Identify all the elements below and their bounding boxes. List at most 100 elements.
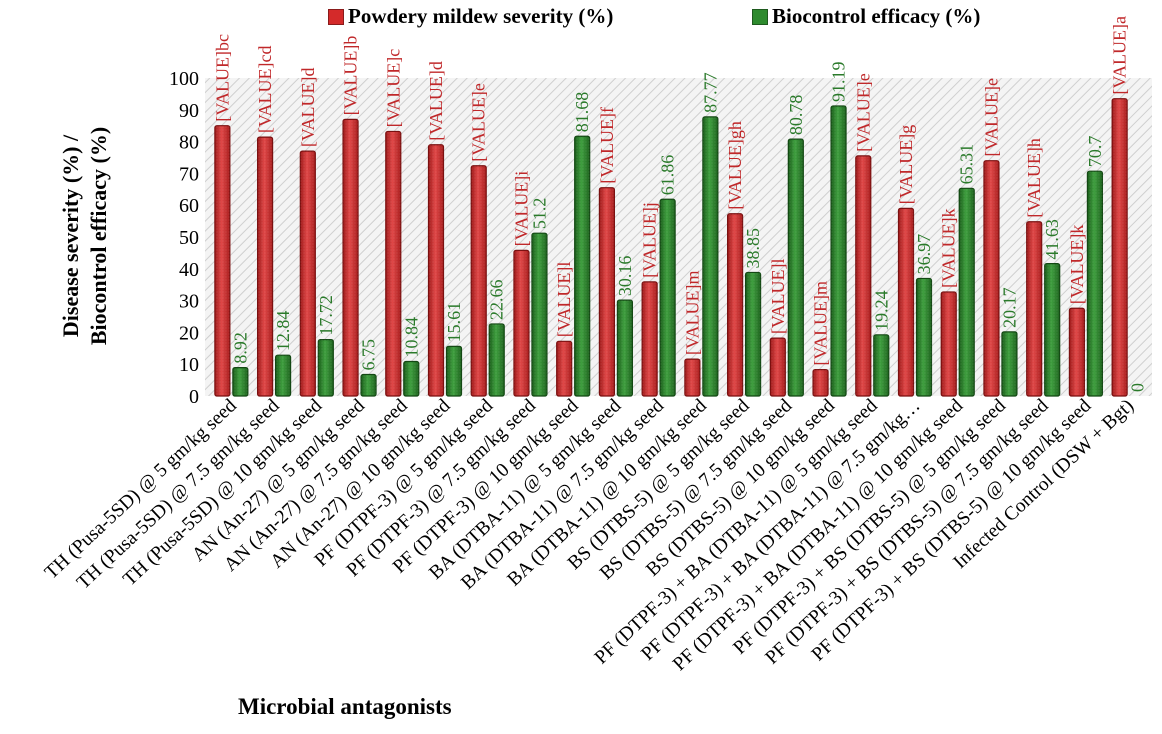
- bar-severity: [983, 160, 1000, 397]
- data-label-efficacy: 10.84: [401, 317, 421, 358]
- data-label-efficacy: 15.61: [444, 302, 464, 343]
- data-label-severity: [VALUE]d: [298, 67, 318, 147]
- bar-efficacy-texture: [617, 300, 633, 396]
- bar-efficacy: [1001, 331, 1018, 397]
- y-tick-label: 20: [179, 322, 199, 344]
- data-label-severity: [VALUE]a: [1110, 16, 1130, 95]
- bar-severity: [684, 358, 701, 397]
- bar-severity: [1026, 221, 1043, 397]
- bar-efficacy-texture: [745, 272, 761, 396]
- bar-severity: [427, 144, 445, 397]
- bar-severity: [855, 155, 872, 397]
- bar-severity: [385, 130, 402, 397]
- bar-efficacy-texture: [1001, 331, 1017, 396]
- data-label-severity: [VALUE]e: [853, 73, 873, 152]
- data-label-severity: [VALUE]e: [469, 83, 489, 162]
- bar-severity-texture: [684, 359, 700, 396]
- y-tick-label: 0: [189, 386, 199, 408]
- bar-severity-texture: [599, 187, 615, 396]
- bar-efficacy: [830, 105, 847, 397]
- data-label-severity: [VALUE]d: [426, 61, 446, 141]
- bar-severity-texture: [428, 144, 444, 396]
- y-tick-label: 30: [179, 291, 199, 313]
- data-label-severity: [VALUE]m: [811, 281, 831, 366]
- data-label-severity: [VALUE]g: [896, 125, 916, 205]
- data-label-severity: [VALUE]cd: [255, 45, 275, 133]
- data-label-severity: [VALUE]b: [341, 36, 361, 116]
- bar-severity-texture: [1069, 308, 1085, 396]
- data-label-efficacy: 61.86: [658, 155, 678, 196]
- bar-severity-texture: [471, 165, 487, 396]
- bar-severity: [513, 249, 530, 397]
- data-label-efficacy: 6.75: [359, 339, 379, 371]
- data-label-severity: [VALUE]l: [554, 262, 574, 338]
- data-label-severity: [VALUE]l: [768, 258, 788, 334]
- bar-severity: [1068, 307, 1086, 397]
- y-tick-label: 70: [179, 163, 199, 185]
- bar-efficacy-texture: [660, 199, 676, 396]
- bar-efficacy-texture: [531, 233, 547, 396]
- bar-severity-texture: [642, 281, 658, 396]
- bar-efficacy: [274, 354, 292, 397]
- y-tick-label: 90: [179, 100, 199, 122]
- data-label-severity: [VALUE]j: [640, 202, 660, 278]
- bar-severity: [641, 281, 658, 397]
- bar-efficacy: [360, 373, 377, 397]
- y-axis-title-line1: Disease severity (%) /: [58, 134, 83, 337]
- data-label-efficacy: 81.68: [572, 92, 592, 133]
- data-label-efficacy: 80.78: [786, 95, 806, 136]
- data-label-severity: [VALUE]bc: [212, 34, 232, 122]
- bar-severity: [769, 337, 786, 397]
- bar-efficacy: [873, 334, 890, 397]
- bar-efficacy: [1086, 170, 1104, 397]
- bar-efficacy-texture: [574, 136, 590, 396]
- bar-efficacy: [445, 345, 463, 397]
- y-tick-label: 60: [179, 195, 199, 217]
- bar-efficacy: [744, 271, 762, 397]
- bar-severity-texture: [300, 151, 316, 396]
- bar-severity-texture: [770, 338, 786, 396]
- data-label-severity: [VALUE]m: [682, 270, 702, 355]
- bar-efficacy: [488, 323, 505, 397]
- data-label-efficacy: 20.17: [999, 287, 1019, 328]
- bar-severity-texture: [556, 341, 572, 396]
- y-tick-label: 80: [179, 132, 199, 154]
- bar-efficacy-texture: [232, 367, 248, 396]
- bar-severity-texture: [343, 119, 359, 396]
- data-label-efficacy: 70.7: [1085, 136, 1105, 168]
- bar-severity: [256, 136, 274, 397]
- bar-severity: [897, 207, 915, 397]
- legend: Powdery mildew severity (%) Biocontrol e…: [0, 4, 1162, 30]
- legend-label-efficacy: Biocontrol efficacy (%): [772, 4, 981, 28]
- bar-efficacy: [317, 339, 334, 397]
- bar-severity: [470, 165, 487, 397]
- data-label-severity: [VALUE]f: [597, 107, 617, 184]
- bar-efficacy-texture: [831, 106, 847, 396]
- bar-efficacy-texture: [916, 278, 932, 396]
- data-label-severity: [VALUE]k: [939, 208, 959, 288]
- data-label-severity: [VALUE]i: [511, 171, 531, 247]
- bar-severity-texture: [513, 250, 529, 396]
- bar-efficacy-texture: [788, 139, 804, 396]
- y-axis-title: Disease severity (%) / Biocontrol effica…: [58, 127, 111, 345]
- bar-efficacy-texture: [873, 334, 889, 396]
- bar-efficacy-texture: [275, 355, 291, 396]
- data-label-efficacy: 12.84: [273, 311, 293, 352]
- data-label-efficacy: 8.92: [230, 332, 250, 364]
- legend-swatch-efficacy: [752, 8, 768, 25]
- bar-severity-texture: [257, 137, 273, 396]
- data-label-efficacy: 19.24: [871, 290, 891, 331]
- bar-severity-texture: [1112, 98, 1128, 397]
- data-label-severity: [VALUE]k: [1067, 225, 1087, 305]
- data-label-efficacy: 91.19: [829, 62, 849, 103]
- data-label-severity: [VALUE]gh: [725, 121, 745, 210]
- legend-item-severity: Powdery mildew severity (%): [328, 4, 613, 29]
- bar-severity: [1111, 98, 1128, 397]
- bar-severity-texture: [1026, 221, 1042, 396]
- bar-efficacy: [403, 360, 420, 397]
- bar-efficacy: [1044, 263, 1061, 397]
- legend-swatch-severity: [328, 8, 344, 25]
- data-label-efficacy: 30.16: [615, 256, 635, 297]
